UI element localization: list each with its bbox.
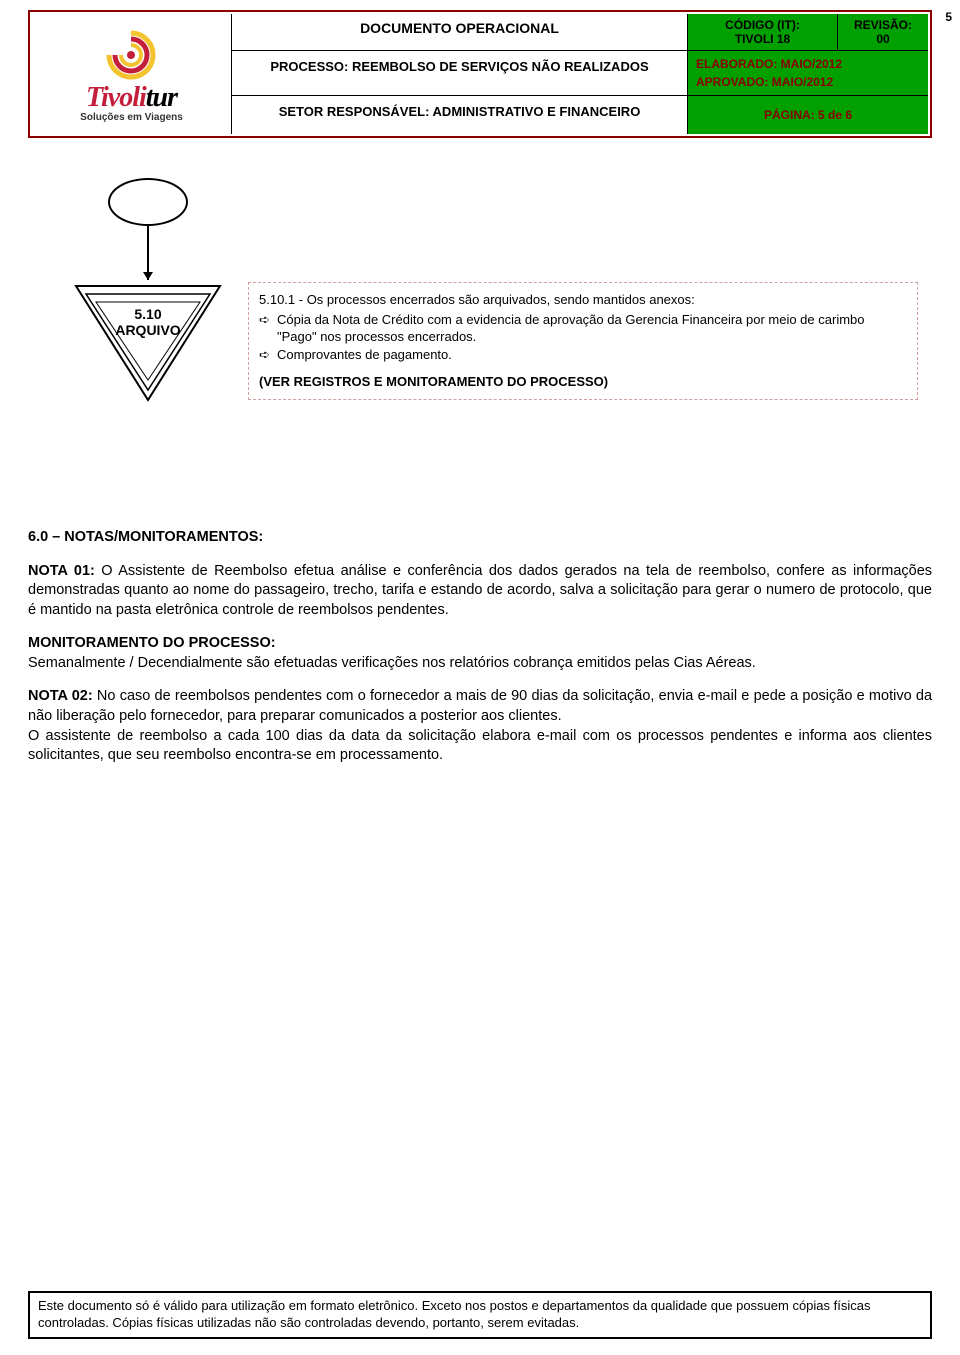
notes-section: 6.0 – NOTAS/MONITORAMENTOS: NOTA 01: O A… <box>28 528 932 766</box>
logo-swirl-icon <box>96 25 166 85</box>
code-box: CÓDIGO (IT): TIVOLI 18 <box>688 14 838 50</box>
flowchart-triangle: 5.10 ARQUIVO <box>68 278 228 413</box>
logo-cell: Tivolitur Soluções em Viagens <box>32 14 232 134</box>
elaboration-box: ELABORADO: MAIO/2012 APROVADO: MAIO/2012 <box>688 51 928 95</box>
setor-box: SETOR RESPONSÁVEL: ADMINISTRATIVO E FINA… <box>232 96 688 134</box>
pagina-box: PÁGINA: 5 de 6 <box>688 96 928 134</box>
logo-tagline: Soluções em Viagens <box>80 112 183 123</box>
flow-bullet-1: Cópia da Nota de Crédito com a evidencia… <box>259 311 907 346</box>
nota-02: NOTA 02: No caso de reembolsos pendentes… <box>28 687 932 765</box>
notes-heading: 6.0 – NOTAS/MONITORAMENTOS: <box>28 528 932 548</box>
flowchart-text-box: 5.10.1 - Os processos encerrados são arq… <box>248 282 918 400</box>
flow-registros: (VER REGISTROS E MONITORAMENTO DO PROCES… <box>259 373 907 391</box>
flowchart-step-label: 5.10 ARQUIVO <box>68 306 228 338</box>
logo-brand: Tivolitur <box>80 85 183 110</box>
page-number-corner: 5 <box>945 10 952 24</box>
document-header: Tivolitur Soluções em Viagens DOCUMENTO … <box>28 10 932 138</box>
doc-title: DOCUMENTO OPERACIONAL <box>232 14 688 50</box>
revision-box: REVISÃO: 00 <box>838 14 928 50</box>
monitoramento: MONITORAMENTO DO PROCESSO:Semanalmente /… <box>28 634 932 673</box>
flowchart-section: 5.10 ARQUIVO 5.10.1 - Os processos encer… <box>28 178 932 498</box>
processo-box: PROCESSO: REEMBOLSO DE SERVIÇOS NÃO REAL… <box>232 51 688 95</box>
flowchart-connector-oval <box>108 178 188 226</box>
flow-text-title: 5.10.1 - Os processos encerrados são arq… <box>259 291 907 309</box>
flow-bullet-2: Comprovantes de pagamento. <box>259 346 907 364</box>
nota-01: NOTA 01: O Assistente de Reembolso efetu… <box>28 562 932 621</box>
footer-notice: Este documento só é válido para utilizaç… <box>28 1291 932 1339</box>
